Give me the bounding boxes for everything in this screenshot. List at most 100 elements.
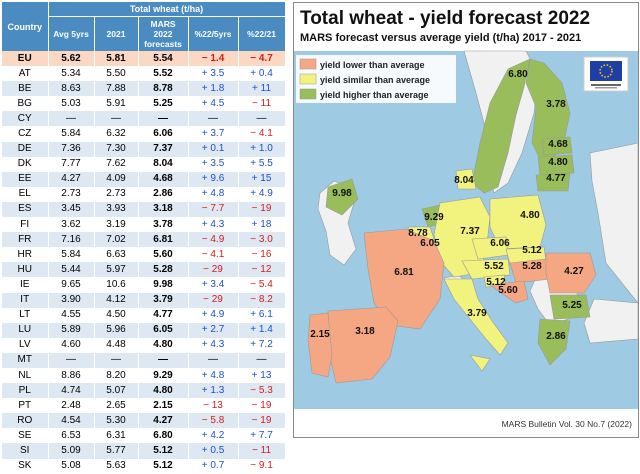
pct-22-21-cell: + 1.0 <box>238 141 286 157</box>
avg-5yrs-cell: 2.73 <box>48 186 95 202</box>
yield-value-label-ireland: 9.98 <box>332 188 352 199</box>
country-code-cell: HU <box>2 262 49 278</box>
pct-22-21-cell: + 0.4 <box>238 66 286 82</box>
country-code-cell: SI <box>2 443 49 459</box>
year-2021-cell: 7.02 <box>94 232 139 248</box>
region-romania <box>545 252 597 294</box>
table-row: FI 3.62 3.19 3.78 + 4.3 + 18 <box>2 217 286 233</box>
forecast-2022-cell: 5.54 <box>138 51 189 67</box>
year-2021-cell: 4.09 <box>94 171 139 187</box>
pct-22-5yrs-cell: — <box>188 111 239 127</box>
year-2021-cell: 3.93 <box>94 201 139 218</box>
year-2021-cell: 5.07 <box>94 383 139 399</box>
region-estonia <box>541 136 573 156</box>
country-code-cell: NL <box>2 367 49 384</box>
yield-value-labels: 6.80 3.78 4.68 4.80 4.77 9.98 8.04 9.29 8.786.05… <box>310 69 584 342</box>
region-latvia <box>537 154 575 176</box>
yield-value-label-italy: 3.79 <box>467 308 487 319</box>
avg-5yrs-cell: 9.65 <box>48 277 95 293</box>
pct-22-5yrs-header: %22/5yrs <box>188 16 239 51</box>
yield-value-label-spain: 3.18 <box>355 326 375 337</box>
avg-5yrs-cell: 8.86 <box>48 367 95 384</box>
pct-22-21-cell: − 8.2 <box>238 292 286 308</box>
table-row: CY — — — — — <box>2 111 286 127</box>
europe-map: 6.80 3.78 4.68 4.80 4.77 9.98 8.04 9.29 8.786.05… <box>294 50 638 409</box>
avg-5yrs-cell: 4.74 <box>48 383 95 399</box>
forecast-2022-cell: 9.98 <box>138 277 189 293</box>
year-2021-cell: 4.50 <box>94 307 139 323</box>
avg-5yrs-cell: 7.77 <box>48 156 95 172</box>
year-2021-cell: 7.30 <box>94 141 139 157</box>
year-2021-cell: 8.20 <box>94 367 139 384</box>
yield-value-label-greece: 2.86 <box>546 331 566 342</box>
pct-22-21-cell: + 5.5 <box>238 156 286 172</box>
yield-value-label-bulgaria: 5.25 <box>562 300 582 311</box>
table-header: Country Total wheat (t/ha) Avg 5yrs 2021… <box>2 2 286 51</box>
pct-22-21-cell: − 4.1 <box>238 126 286 142</box>
country-code-cell: IT <box>2 292 49 308</box>
table-row: BG 5.03 5.91 5.25 + 4.5− 11 <box>2 96 286 112</box>
year-2021-cell: 10.6 <box>94 277 139 293</box>
pct-22-5yrs-cell: + 3.5 <box>188 66 239 82</box>
table-row: PL 4.74 5.07 4.80 + 1.3− 5.3 <box>2 383 286 399</box>
country-code-cell: CY <box>2 111 49 127</box>
country-code-cell: MT <box>2 352 49 368</box>
table-row: MT — — — — — <box>2 352 286 368</box>
map-credit: MARS Bulletin Vol. 30 No.7 (2022) <box>501 419 632 429</box>
pct-22-21-cell: — <box>238 111 286 127</box>
forecast-2022-cell: 6.05 <box>138 322 189 338</box>
avg-5yrs-cell: 4.55 <box>48 307 95 323</box>
country-code-cell: PT <box>2 398 49 414</box>
yield-value-label-poland: 4.80 <box>520 210 540 221</box>
yield-value-label-netherlands: 9.29 <box>424 212 444 223</box>
pct-22-21-cell: − 19 <box>238 201 286 218</box>
pct-22-21-cell: − 16 <box>238 247 286 263</box>
year-2021-cell: 2.65 <box>94 398 139 414</box>
pct-22-5yrs-cell: + 4.3 <box>188 337 239 353</box>
legend-swatch-similar <box>299 73 317 85</box>
year-2021-cell: 2.73 <box>94 186 139 202</box>
forecast-2022-cell: 2.15 <box>138 398 189 414</box>
yield-value-label-denmark: 8.04 <box>454 175 474 186</box>
year-2021-cell: — <box>94 352 139 368</box>
yield-value-label-slovenia: 5.12 <box>486 277 506 288</box>
year-2021-cell: 5.91 <box>94 96 139 112</box>
forecast-2022-cell: 3.79 <box>138 292 189 308</box>
pct-22-21-cell: − 11 <box>238 443 286 459</box>
yield-value-label-czechia: 6.06 <box>490 238 510 249</box>
forecast-2022-cell: 3.78 <box>138 217 189 233</box>
country-code-cell: FI <box>2 217 49 233</box>
yield-value-label-belgium: 8.78 <box>408 228 428 239</box>
table-row: EL 2.73 2.73 2.86 + 4.8 + 4.9 <box>2 186 286 202</box>
legend-label-similar: yield similar than average <box>320 75 430 85</box>
country-code-cell: DE <box>2 141 49 157</box>
region-bulgaria <box>549 294 591 320</box>
region-ireland <box>325 178 359 216</box>
forecast-2022-cell: 4.80 <box>138 337 189 353</box>
country-code-cell: EL <box>2 186 49 202</box>
table-row: HU 5.44 5.97 5.28− 29− 12 <box>2 262 286 278</box>
forecast-2022-cell: 5.28 <box>138 262 189 278</box>
yield-value-label-finland: 3.78 <box>546 99 566 110</box>
forecast-2022-cell: 6.80 <box>138 428 189 444</box>
forecast-2022-cell: — <box>138 352 189 368</box>
pct-22-21-cell: + 15 <box>238 171 286 187</box>
year-2021-cell: 7.88 <box>94 81 139 97</box>
yield-value-label-sweden: 6.80 <box>508 69 528 80</box>
forecast-2022-cell: 5.60 <box>138 247 189 263</box>
table-row: FR 7.16 7.02 6.81− 4.9− 3.0 <box>2 232 286 248</box>
country-code-cell: BE <box>2 81 49 97</box>
avg-5yrs-cell: 3.45 <box>48 201 95 218</box>
eu-countries <box>307 58 597 384</box>
pct-22-5yrs-cell: − 7.7 <box>188 201 239 218</box>
pct-22-5yrs-cell: + 4.9 <box>188 307 239 323</box>
pct-22-21-cell: + 7.7 <box>238 428 286 444</box>
pct-22-5yrs-cell: − 5.8 <box>188 413 239 429</box>
table-row: SI 5.09 5.77 5.12 + 0.5− 11 <box>2 443 286 459</box>
yield-value-label-luxembourg: 6.05 <box>420 238 440 249</box>
forecast-2022-cell: 4.80 <box>138 383 189 399</box>
legend-swatch-higher <box>299 88 317 100</box>
pct-22-5yrs-cell: − 4.1 <box>188 247 239 263</box>
country-code-cell: IE <box>2 277 49 293</box>
map-legend: yield lower than average yield similar th… <box>296 55 456 103</box>
